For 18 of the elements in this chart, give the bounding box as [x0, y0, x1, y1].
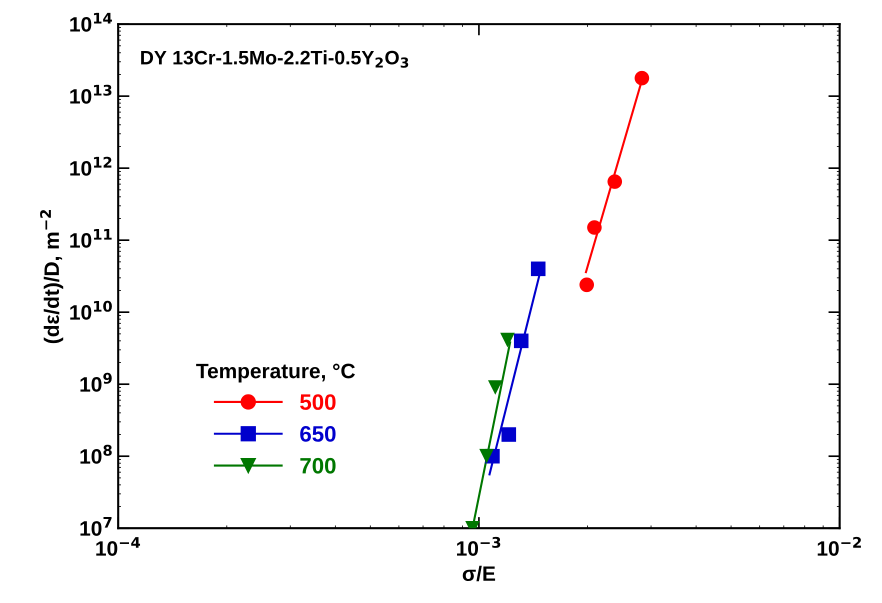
y-tick-label: 10$^{13}$ [70, 84, 112, 104]
y-tick-label: 10$^{14}$ [70, 12, 112, 32]
x-tick-label: 10$^{−4}$ [96, 537, 140, 556]
x-axis-title: σ/E [462, 566, 496, 582]
y-tick-label: 10$^{10}$ [70, 300, 112, 320]
legend-label: 650 [300, 426, 336, 442]
y-tick-label: 10$^{11}$ [70, 228, 112, 248]
x-tick-label: 10$^{−3}$ [457, 536, 500, 556]
y-tick-label: 10$^{7}$ [80, 517, 112, 536]
y-axis-title: (dε/dt)/D, m$^{−2}$ [40, 210, 64, 344]
x-tick-label: 10$^{−2}$ [818, 536, 861, 556]
legend-label: 700 [300, 458, 336, 474]
y-tick-label: 10$^{9}$ [80, 372, 112, 392]
annotation: DY 13Cr-1.5Mo-2.2Ti-0.5Y$_{2}$O$_{3}$ [141, 50, 408, 68]
y-tick-label: 10$^{8}$ [80, 444, 112, 464]
legend-title: Temperature, °C [196, 364, 355, 382]
legend-label: 500 [300, 394, 336, 410]
y-tick-label: 10$^{12}$ [70, 156, 112, 176]
